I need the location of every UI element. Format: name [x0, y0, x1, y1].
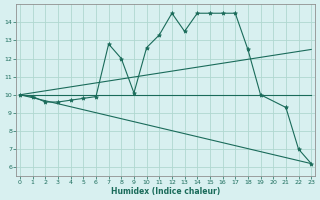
X-axis label: Humidex (Indice chaleur): Humidex (Indice chaleur) [111, 187, 220, 196]
